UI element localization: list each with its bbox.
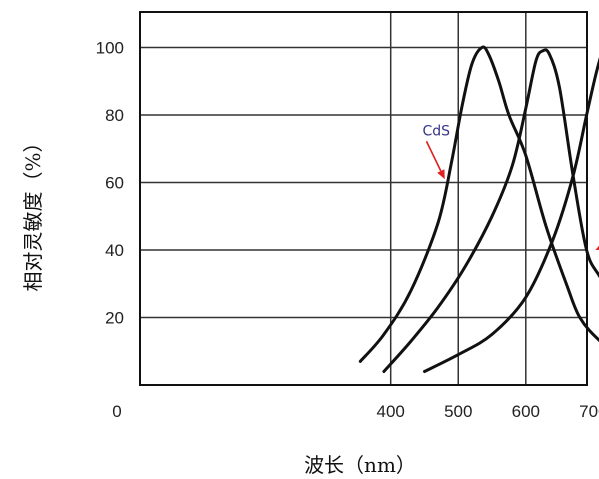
y-tick-label: 60 <box>105 174 124 193</box>
series-line-cd-s-se <box>384 50 599 372</box>
x-tick-label: 600 <box>512 402 540 421</box>
x-axis-title: 波长（nm） <box>304 453 416 477</box>
x-tick-label: 700 <box>579 402 599 421</box>
x-tick-label: 400 <box>377 402 405 421</box>
origin-tick-label: 0 <box>112 402 121 421</box>
y-tick-labels: 20 40 60 80 100 <box>96 39 124 328</box>
annotation-arrow-cds <box>426 141 440 171</box>
y-grid-lines <box>140 48 587 318</box>
y-axis-title: 相对灵敏度（%） <box>21 132 45 291</box>
y-tick-label: 40 <box>105 241 124 260</box>
series-curves <box>360 47 599 375</box>
y-tick-label: 100 <box>96 39 124 58</box>
x-tick-labels: 4005006007008009001000 <box>377 402 599 421</box>
series-line-cdse <box>425 49 599 371</box>
annotations: CdSCdSeCd(S.se) <box>422 123 599 250</box>
y-tick-label: 20 <box>105 309 124 328</box>
annotation-label-cds: CdS <box>422 123 450 139</box>
plot-frame <box>140 12 587 385</box>
annotation-arrowhead-cd-s-se <box>595 243 599 250</box>
x-tick-label: 500 <box>444 402 472 421</box>
y-tick-label: 80 <box>105 106 124 125</box>
